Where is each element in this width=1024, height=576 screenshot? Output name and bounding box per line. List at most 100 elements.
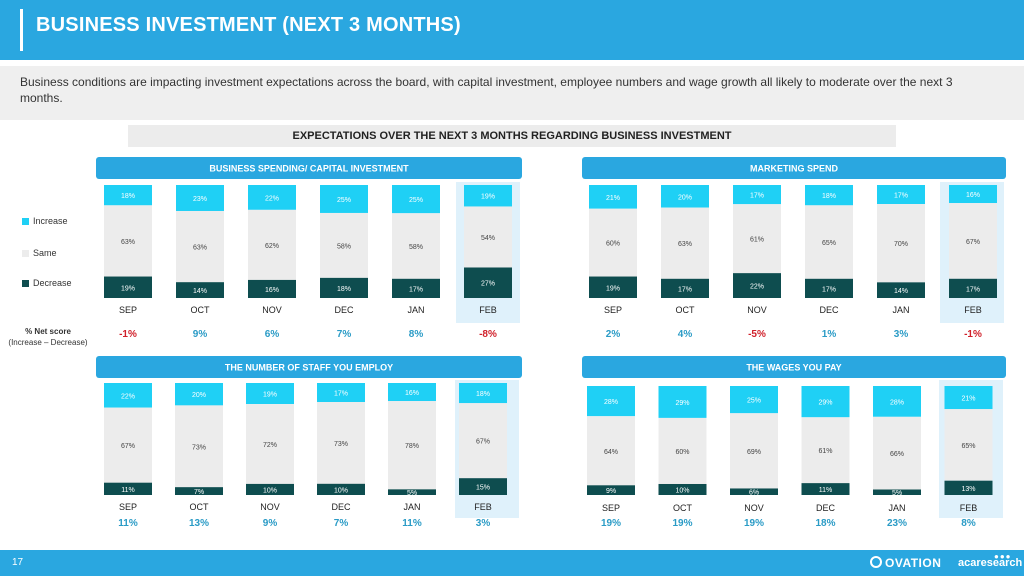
bar-decrease bbox=[658, 483, 707, 495]
category-label: JAN bbox=[403, 502, 420, 512]
bar-decrease bbox=[949, 278, 997, 298]
bar-same bbox=[877, 204, 925, 283]
data-label-decrease: 19% bbox=[121, 285, 135, 292]
category-label: FEB bbox=[474, 502, 492, 512]
feb-highlight bbox=[940, 182, 1004, 323]
data-label-same: 58% bbox=[409, 244, 423, 251]
data-label-increase: 16% bbox=[966, 192, 980, 199]
data-label-increase: 29% bbox=[818, 400, 832, 407]
bar-same bbox=[589, 208, 637, 277]
feb-highlight bbox=[455, 380, 519, 518]
bar-increase bbox=[733, 185, 781, 205]
data-label-increase: 19% bbox=[481, 194, 495, 201]
data-label-decrease: 10% bbox=[263, 487, 277, 494]
page-number: 17 bbox=[12, 557, 24, 568]
legend-item-increase: Increase bbox=[22, 216, 68, 226]
net-score-label-line2: (Increase – Decrease) bbox=[8, 338, 88, 347]
data-label-increase: 28% bbox=[890, 399, 904, 406]
category-label: FEB bbox=[964, 305, 982, 315]
legend-label-increase: Increase bbox=[33, 216, 68, 226]
legend-item-same: Same bbox=[22, 248, 57, 258]
category-label: OCT bbox=[673, 503, 693, 513]
data-label-same: 63% bbox=[121, 239, 135, 246]
bar-decrease bbox=[733, 273, 781, 298]
data-label-decrease: 9% bbox=[606, 488, 616, 495]
bar-increase bbox=[388, 383, 436, 402]
section-subtitle: EXPECTATIONS OVER THE NEXT 3 MONTHS REGA… bbox=[128, 125, 896, 147]
bar-decrease bbox=[248, 279, 296, 298]
bar-decrease bbox=[104, 276, 152, 298]
bar-decrease bbox=[104, 482, 152, 495]
data-label-decrease: 11% bbox=[819, 487, 833, 494]
data-label-decrease: 14% bbox=[193, 288, 207, 295]
category-label: OCT bbox=[191, 305, 211, 315]
category-label: DEC bbox=[816, 503, 836, 513]
data-label-same: 62% bbox=[265, 243, 279, 250]
bar-decrease bbox=[317, 483, 365, 495]
bar-increase bbox=[464, 185, 512, 207]
brand-ovation: OVATION bbox=[885, 556, 942, 570]
bar-increase bbox=[805, 185, 853, 206]
bar-same bbox=[104, 407, 152, 483]
data-label-decrease: 14% bbox=[894, 288, 908, 295]
category-label: SEP bbox=[119, 502, 137, 512]
bar-increase bbox=[176, 185, 224, 211]
brand-acaresearch: acaresearch bbox=[958, 557, 1023, 569]
chart-panel-1: BUSINESS SPENDING/ CAPITAL INVESTMENT 18%… bbox=[96, 157, 522, 340]
data-label-increase: 17% bbox=[750, 193, 764, 200]
bar-increase bbox=[661, 185, 709, 208]
net-score-value: 3% bbox=[476, 518, 491, 529]
net-score-value: 19% bbox=[672, 518, 692, 529]
chart-panel-3: THE NUMBER OF STAFF YOU EMPLOY 22% 67% 11% S… bbox=[96, 356, 522, 529]
data-label-decrease: 17% bbox=[409, 286, 423, 293]
bar-decrease bbox=[873, 489, 921, 495]
bar-decrease bbox=[176, 282, 224, 298]
data-label-same: 70% bbox=[894, 241, 908, 248]
data-label-increase: 17% bbox=[334, 391, 348, 398]
footer-bar: 17 OVATION ●●● acaresearch bbox=[0, 550, 1024, 576]
bar-same bbox=[805, 205, 853, 279]
data-label-decrease: 10% bbox=[334, 487, 348, 494]
data-label-increase: 25% bbox=[337, 197, 351, 204]
bar-increase bbox=[877, 185, 925, 205]
bar-increase bbox=[317, 383, 365, 403]
net-score-value: -8% bbox=[479, 329, 497, 340]
bar-same bbox=[658, 417, 707, 484]
data-label-increase: 21% bbox=[606, 195, 620, 202]
bar-same bbox=[104, 205, 152, 277]
bar-same bbox=[175, 405, 223, 488]
bar-increase bbox=[246, 383, 294, 405]
header-bar: BUSINESS INVESTMENT (NEXT 3 MONTHS) bbox=[0, 0, 1024, 60]
data-label-same: 65% bbox=[822, 240, 836, 247]
bar-decrease bbox=[587, 485, 635, 495]
bar-same bbox=[388, 401, 436, 490]
category-label: JAN bbox=[888, 503, 905, 513]
bar-same bbox=[944, 409, 993, 481]
data-label-increase: 21% bbox=[961, 396, 975, 403]
legend-swatch-same bbox=[22, 250, 29, 258]
bar-same bbox=[392, 213, 440, 279]
category-label: FEB bbox=[479, 305, 497, 315]
bar-increase bbox=[944, 386, 993, 410]
bar-decrease bbox=[944, 480, 993, 495]
bar-increase bbox=[801, 386, 850, 418]
bar-same bbox=[248, 209, 296, 280]
data-label-decrease: 5% bbox=[407, 490, 417, 497]
bar-increase bbox=[730, 386, 778, 414]
net-score-value: 9% bbox=[263, 518, 278, 529]
data-label-decrease: 5% bbox=[892, 490, 902, 497]
data-label-increase: 23% bbox=[193, 196, 207, 203]
legend-swatch-decrease bbox=[22, 280, 29, 288]
data-label-decrease: 17% bbox=[822, 286, 836, 293]
data-label-same: 61% bbox=[750, 237, 764, 244]
net-score-label-line1: % Net score bbox=[25, 327, 71, 336]
chart-title: THE WAGES YOU PAY bbox=[746, 363, 841, 373]
data-label-decrease: 17% bbox=[966, 286, 980, 293]
data-label-same: 64% bbox=[604, 449, 618, 456]
data-label-increase: 18% bbox=[476, 391, 490, 398]
page-title: BUSINESS INVESTMENT (NEXT 3 MONTHS) bbox=[36, 14, 461, 36]
net-score-value: 18% bbox=[815, 518, 835, 529]
bar-increase bbox=[104, 383, 152, 408]
bar-decrease bbox=[388, 489, 436, 495]
bar-increase bbox=[248, 185, 296, 210]
